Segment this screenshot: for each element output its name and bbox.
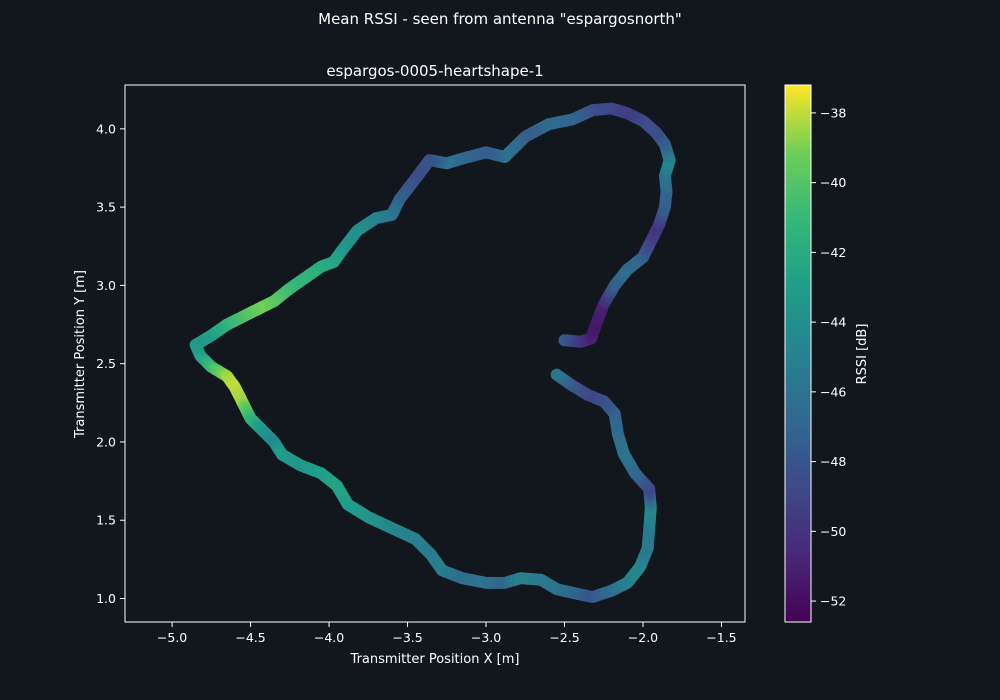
y-tick-label: 3.5 — [96, 200, 116, 215]
scatter-points — [189, 102, 676, 603]
y-tick-label: 1.0 — [96, 591, 116, 606]
colorbar-ticks: −38 −40 −42 −44 −46 −48 −50 −52 — [811, 105, 846, 609]
colorbar-tick-label: −44 — [820, 315, 846, 330]
colorbar-tick-label: −38 — [820, 105, 846, 120]
x-tick-label: −2.0 — [628, 630, 658, 645]
colorbar-label: RSSI [dB] — [855, 324, 870, 385]
x-tick-label: −4.0 — [314, 630, 344, 645]
y-tick-label: 1.5 — [96, 513, 116, 528]
x-tick-label: −2.5 — [549, 630, 579, 645]
figure-suptitle: Mean RSSI - seen from antenna "espargosn… — [318, 10, 682, 28]
plot-area-frame — [124, 84, 746, 623]
x-tick-label: −4.5 — [235, 630, 265, 645]
colorbar-tick-label: −40 — [820, 175, 846, 190]
y-tick-label: 4.0 — [96, 121, 116, 136]
colorbar-tick-label: −46 — [820, 384, 846, 399]
colorbar-tick-label: −52 — [820, 594, 846, 609]
x-axis-ticks: −5.0 −4.5 −4.0 −3.5 −3.0 −2.5 −2.0 −1.5 — [157, 622, 737, 645]
x-tick-label: −1.5 — [706, 630, 736, 645]
colorbar-tick-label: −48 — [820, 454, 846, 469]
y-tick-label: 2.0 — [96, 434, 116, 449]
scatter-point — [550, 368, 563, 381]
colorbar — [784, 84, 812, 623]
y-axis-label: Transmitter Position Y [m] — [73, 270, 88, 439]
axes-title: espargos-0005-heartshape-1 — [326, 62, 543, 80]
y-axis-ticks: 1.0 1.5 2.0 2.5 3.0 3.5 4.0 — [96, 121, 125, 606]
colorbar-tick-label: −50 — [820, 524, 846, 539]
y-tick-label: 3.0 — [96, 278, 116, 293]
x-axis-label: Transmitter Position X [m] — [350, 652, 520, 667]
colorbar-tick-label: −42 — [820, 245, 846, 260]
x-tick-label: −3.0 — [471, 630, 501, 645]
y-tick-label: 2.5 — [96, 356, 116, 371]
x-tick-label: −5.0 — [157, 630, 187, 645]
x-tick-label: −3.5 — [392, 630, 422, 645]
